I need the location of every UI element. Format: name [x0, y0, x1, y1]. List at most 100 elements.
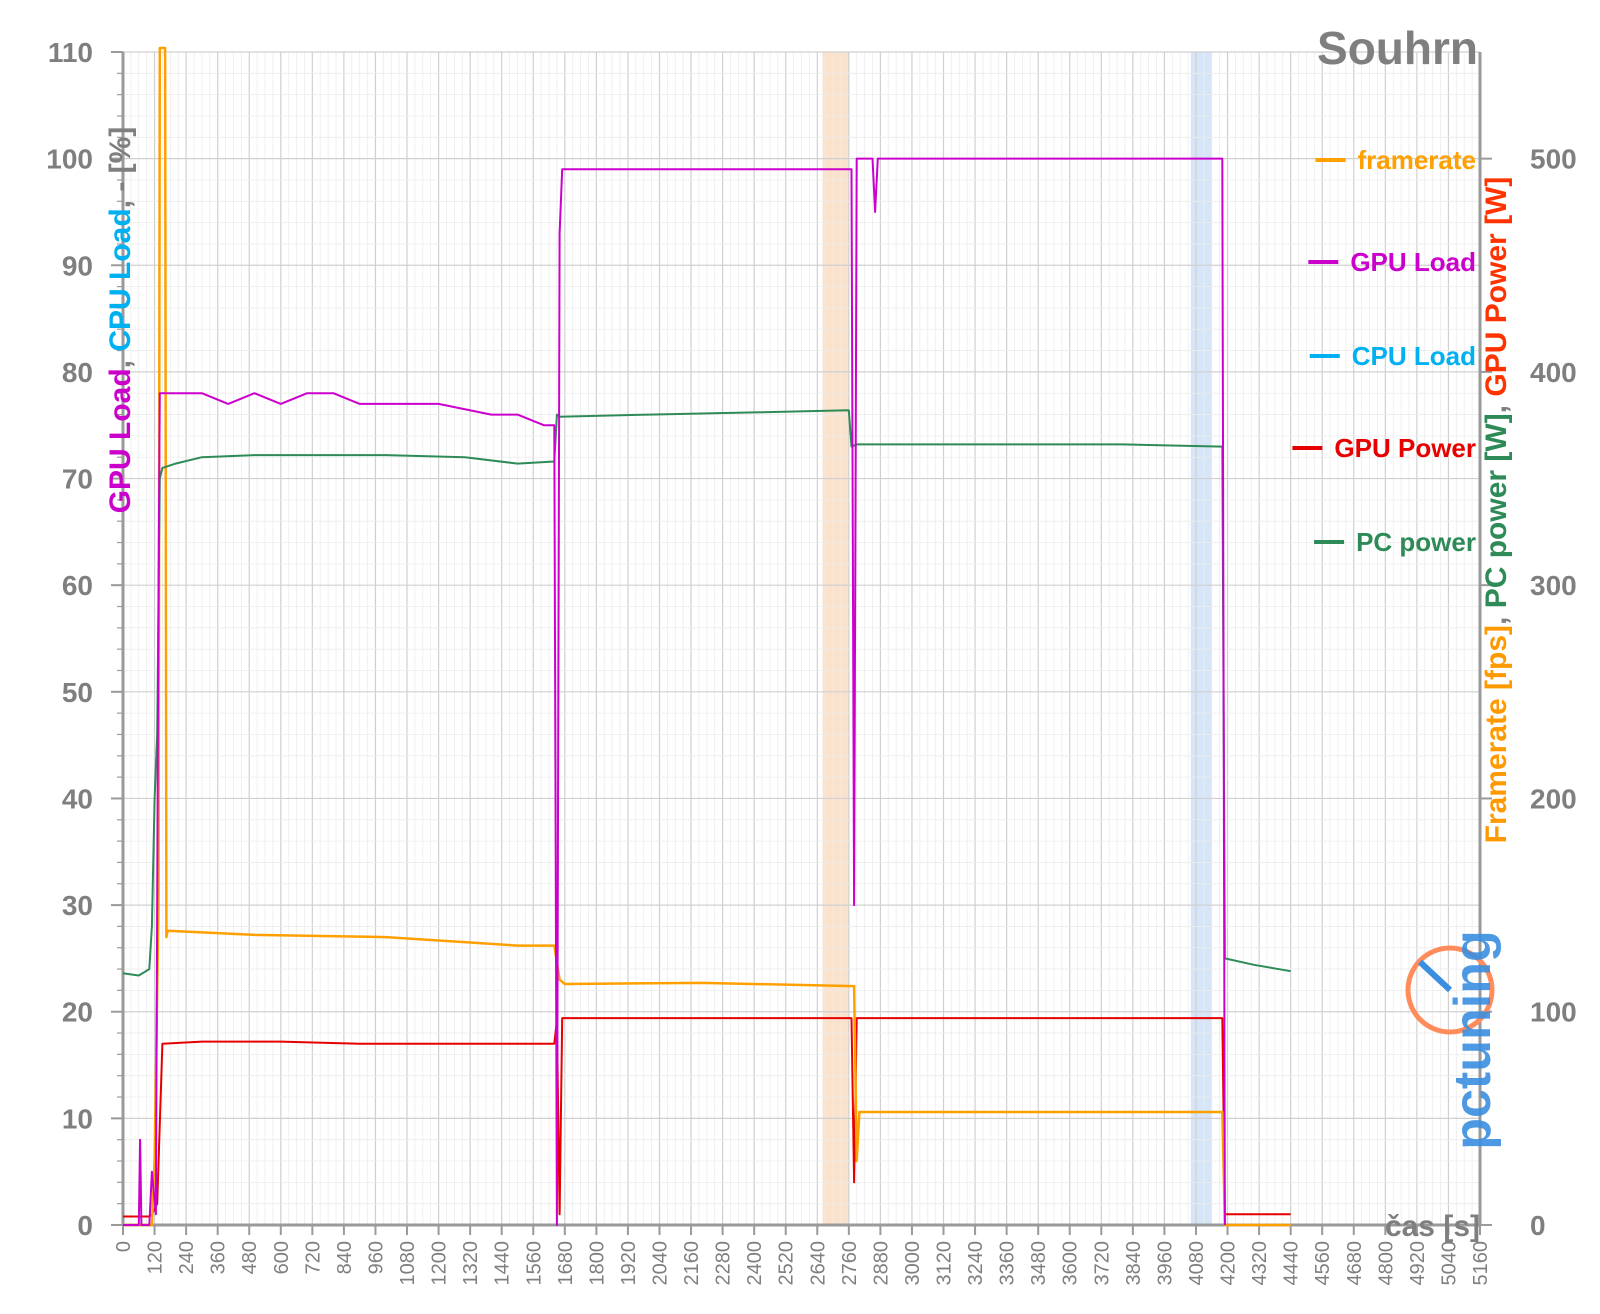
- y-right-tick-label: 400: [1530, 357, 1577, 388]
- left-axis-ticks: 0 10 20 30 40 50 60 70 80 90 100 110: [46, 37, 123, 1241]
- x-tick-label: 3960: [1154, 1241, 1176, 1286]
- logo-text: pctuning: [1444, 930, 1502, 1150]
- x-tick-label: 3720: [1091, 1241, 1113, 1286]
- y-left-tick-label: 80: [62, 357, 93, 388]
- x-tick-label: 720: [302, 1241, 324, 1274]
- x-tick-label: 3480: [1028, 1241, 1050, 1286]
- x-axis-ticks: 0 120 240 360 480 600 720 840 960 1080 1200 1320 144…: [113, 1225, 1492, 1286]
- legend-item-cpu-load: CPU Load: [1309, 341, 1476, 371]
- x-tick-label: 4200: [1218, 1241, 1240, 1286]
- ylabel-right-part-2: PC power [W]: [1480, 413, 1513, 608]
- x-tick-label: 4800: [1375, 1241, 1397, 1286]
- x-tick-label: 3120: [934, 1241, 956, 1286]
- x-tick-label: 1680: [555, 1241, 577, 1286]
- legend-item-framerate: framerate: [1315, 145, 1476, 175]
- grid: [122, 51, 1481, 1226]
- y-left-tick-label: 40: [62, 783, 93, 814]
- y-axis-right-title: Framerate [fps], PC power [W], GPU Power…: [1480, 177, 1513, 844]
- x-tick-label: 480: [239, 1241, 261, 1274]
- y-right-tick-label: 0: [1530, 1210, 1546, 1241]
- y-left-tick-label: 60: [62, 570, 93, 601]
- y-left-tick-label: 0: [77, 1210, 93, 1241]
- x-tick-label: 2400: [744, 1241, 766, 1286]
- x-tick-label: 2640: [807, 1241, 829, 1286]
- legend-item-gpu-power: GPU Power: [1292, 433, 1476, 463]
- legend: framerate GPU Load CPU Load GPU Power PC pow…: [1292, 145, 1476, 557]
- legend-item-gpu-load: GPU Load: [1308, 247, 1476, 277]
- x-tick-label: 1800: [586, 1241, 608, 1286]
- x-tick-label: 360: [208, 1241, 230, 1274]
- x-tick-label: 3000: [902, 1241, 924, 1286]
- x-tick-label: 4440: [1281, 1241, 1303, 1286]
- highlight-band-1: [1190, 52, 1212, 1225]
- y-left-tick-label: 10: [62, 1103, 93, 1134]
- ylabel-right-part-0: Framerate [fps]: [1480, 625, 1513, 843]
- legend-label: GPU Load: [1350, 247, 1476, 277]
- y-right-tick-label: 200: [1530, 783, 1577, 814]
- right-axis-ticks: 0 100 200 300 400 500: [1480, 144, 1577, 1241]
- legend-label: GPU Power: [1334, 433, 1476, 463]
- ylabel-left-part-0: GPU Load: [104, 368, 137, 513]
- y-right-tick-label: 500: [1530, 144, 1577, 175]
- ylabel-right-part-1: ,: [1480, 608, 1513, 625]
- x-tick-label: 2280: [713, 1241, 735, 1286]
- series-pc-power: [122, 409, 1291, 977]
- logo-clock-icon: [1405, 945, 1495, 1035]
- chart-title: Souhrn: [1317, 22, 1478, 74]
- y-right-tick-label: 100: [1530, 997, 1577, 1028]
- y-right-tick-label: 300: [1530, 570, 1577, 601]
- x-tick-label: 4920: [1407, 1241, 1429, 1286]
- legend-label: framerate: [1357, 145, 1476, 175]
- y-axis-left-title: GPU Load, CPU Load, - [%]: [104, 127, 137, 514]
- x-tick-label: 2760: [839, 1241, 861, 1286]
- ylabel-left-part-2: CPU Load: [104, 208, 137, 351]
- y-left-tick-label: 30: [62, 890, 93, 921]
- legend-label: CPU Load: [1352, 341, 1476, 371]
- series-gpu-load: [123, 157, 1226, 1226]
- ylabel-right-part-3: ,: [1480, 397, 1513, 414]
- legend-item-pc-power: PC power: [1314, 527, 1476, 557]
- x-tick-label: 960: [365, 1241, 387, 1274]
- x-tick-label: 0: [113, 1241, 135, 1252]
- x-tick-label: 5040: [1438, 1241, 1460, 1286]
- legend-label: PC power: [1356, 527, 1476, 557]
- x-tick-label: 4320: [1249, 1241, 1271, 1286]
- y-left-tick-label: 110: [48, 37, 93, 68]
- y-left-tick-label: 100: [46, 144, 93, 175]
- x-axis-title: čas [s]: [1385, 1210, 1480, 1243]
- x-tick-label: 240: [176, 1241, 198, 1274]
- ylabel-left-part-3: , - [%]: [104, 127, 137, 209]
- x-tick-label: 2880: [870, 1241, 892, 1286]
- logo-clock-hand: [1417, 959, 1453, 993]
- x-tick-label: 4680: [1344, 1241, 1366, 1286]
- x-tick-label: 1560: [523, 1241, 545, 1286]
- x-tick-label: 1200: [429, 1241, 451, 1286]
- x-tick-label: 2040: [649, 1241, 671, 1286]
- x-tick-label: 600: [271, 1241, 293, 1274]
- highlight-band-0: [822, 52, 849, 1225]
- ylabel-left-part-1: ,: [104, 352, 137, 369]
- x-tick-label: 840: [334, 1241, 356, 1274]
- x-tick-label: 3840: [1123, 1241, 1145, 1286]
- x-tick-label: 4080: [1186, 1241, 1208, 1286]
- x-tick-label: 3600: [1060, 1241, 1082, 1286]
- x-tick-label: 1440: [492, 1241, 514, 1286]
- y-left-tick-label: 70: [62, 464, 93, 495]
- x-tick-label: 1320: [460, 1241, 482, 1286]
- x-tick-label: 3360: [997, 1241, 1019, 1286]
- x-tick-label: 2160: [681, 1241, 703, 1286]
- x-tick-label: 120: [145, 1241, 167, 1274]
- x-tick-label: 3240: [965, 1241, 987, 1286]
- x-tick-label: 1920: [618, 1241, 640, 1286]
- y-left-tick-label: 20: [62, 997, 93, 1028]
- x-tick-label: 5160: [1470, 1241, 1492, 1286]
- x-tick-label: 4560: [1312, 1241, 1334, 1286]
- y-left-tick-label: 50: [62, 677, 93, 708]
- series-lines: [122, 46, 1291, 1227]
- y-left-tick-label: 90: [62, 250, 93, 281]
- x-tick-label: 2520: [776, 1241, 798, 1286]
- x-tick-label: 1080: [397, 1241, 419, 1286]
- ylabel-right-part-4: GPU Power [W]: [1480, 177, 1513, 397]
- pctuning-logo: pctuning: [1405, 930, 1502, 1150]
